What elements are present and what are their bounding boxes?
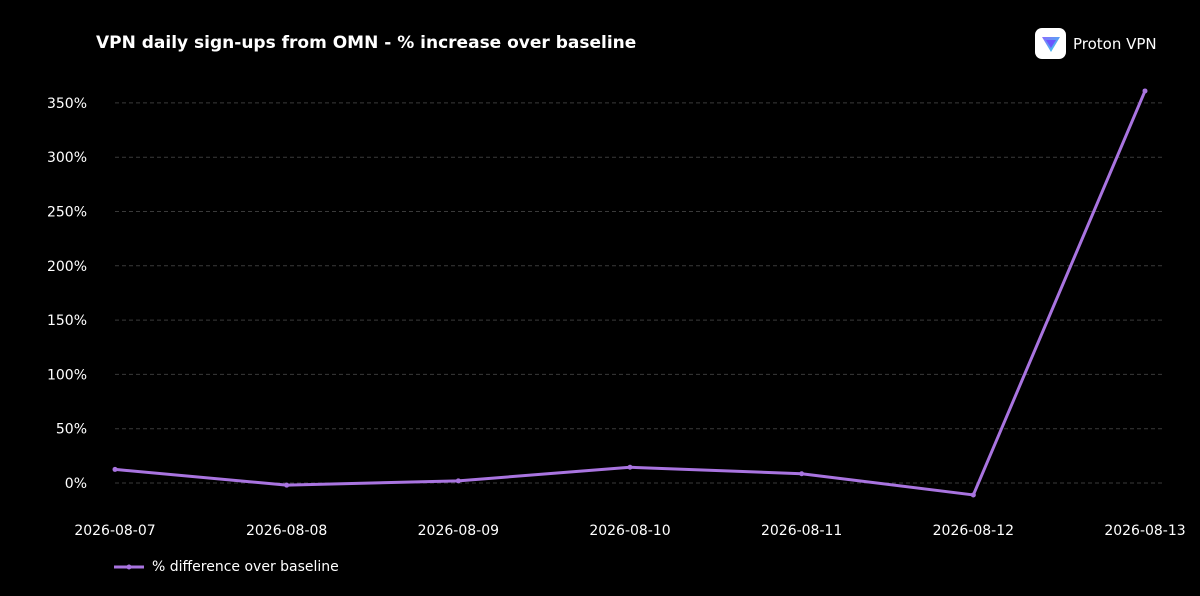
x-axis-ticks: 2026-08-07 2026-08-08 2026-08-09 2026-08-10…	[74, 523, 1185, 539]
x-tick-label: 2026-08-09	[418, 523, 499, 539]
data-point	[284, 482, 290, 488]
chart-title: VPN daily sign-ups from OMN - % increase…	[96, 33, 637, 53]
data-point	[799, 471, 805, 477]
series-line	[113, 89, 1147, 497]
y-tick-label: 200%	[47, 259, 87, 275]
x-tick-label: 2026-08-07	[74, 523, 155, 539]
legend: % difference over baseline	[114, 558, 339, 576]
legend-label: % difference over baseline	[152, 559, 339, 575]
data-point	[455, 478, 461, 484]
data-point	[1142, 88, 1148, 94]
y-tick-label: 0%	[65, 476, 87, 492]
x-tick-label: 2026-08-12	[933, 523, 1014, 539]
brand-name: Proton VPN	[1073, 34, 1157, 53]
y-tick-label: 350%	[47, 96, 87, 112]
x-tick-label: 2026-08-08	[246, 523, 327, 539]
y-tick-label: 100%	[47, 367, 87, 383]
x-tick-label: 2026-08-13	[1104, 523, 1185, 539]
legend-swatch	[114, 564, 144, 570]
y-tick-label: 250%	[47, 205, 87, 221]
brand-logo: Proton VPN	[1035, 28, 1157, 59]
data-point	[112, 466, 118, 472]
x-tick-label: 2026-08-11	[761, 523, 842, 539]
y-tick-label: 50%	[56, 422, 87, 438]
y-axis-ticks: 0% 50% 100% 150% 200% 250% 300% 350%	[47, 96, 87, 492]
proton-vpn-shield-icon	[1035, 28, 1066, 59]
series-layer	[112, 88, 1148, 498]
data-point	[970, 492, 976, 498]
data-point	[627, 464, 633, 470]
y-tick-label: 150%	[47, 313, 87, 329]
y-tick-label: 300%	[47, 150, 87, 166]
gridlines	[115, 102, 1165, 484]
x-tick-label: 2026-08-10	[589, 523, 670, 539]
